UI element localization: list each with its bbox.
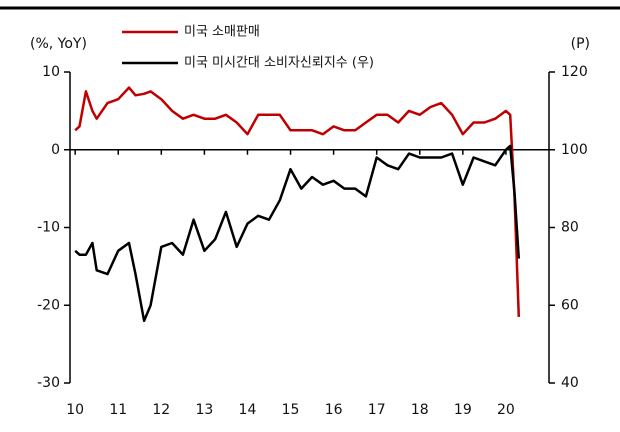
x-tick-label: 11 [109, 402, 127, 418]
legend-label: 미국 소매판매 [184, 25, 260, 40]
y2-tick-label: 120 [561, 64, 588, 80]
y2-tick-label: 100 [561, 142, 588, 158]
x-tick-label: 20 [497, 402, 515, 418]
x-tick-label: 19 [454, 402, 472, 418]
y-tick-label: -20 [37, 297, 60, 313]
x-tick-label: 18 [411, 402, 429, 418]
y-tick-label: 10 [42, 64, 60, 80]
x-tick-label: 15 [282, 402, 300, 418]
y2-tick-label: 60 [561, 297, 579, 313]
y2-tick-label: 80 [561, 220, 579, 236]
y2-axis-label: (P) [571, 36, 590, 52]
x-tick-label: 10 [66, 402, 84, 418]
x-tick-label: 16 [325, 402, 343, 418]
legend-label: 미국 미시간대 소비자신뢰지수 (우) [184, 56, 374, 71]
y-axis-label: (%, YoY) [30, 36, 87, 52]
series-line [74, 86, 521, 317]
y-tick-label: 0 [51, 142, 60, 158]
x-tick-label: 17 [368, 402, 386, 418]
y-tick-label: -30 [37, 375, 60, 391]
series-line [74, 144, 521, 323]
x-tick-label: 12 [152, 402, 170, 418]
y-tick-label: -10 [37, 220, 60, 236]
x-tick-label: 14 [239, 402, 257, 418]
y2-tick-label: 40 [561, 375, 579, 391]
x-tick-label: 13 [195, 402, 213, 418]
